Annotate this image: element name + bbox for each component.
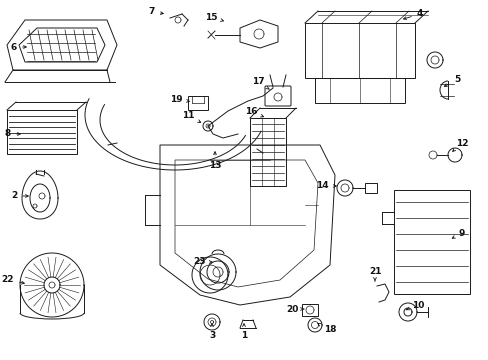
Text: 6: 6 — [11, 42, 26, 51]
Text: 2: 2 — [11, 192, 28, 201]
Text: 7: 7 — [148, 8, 163, 17]
Text: 9: 9 — [451, 229, 464, 238]
Text: 5: 5 — [444, 76, 459, 86]
Text: 10: 10 — [406, 301, 423, 310]
Text: 4: 4 — [403, 9, 422, 19]
Text: 1: 1 — [241, 324, 246, 339]
Text: 8: 8 — [5, 130, 20, 139]
Text: 12: 12 — [452, 139, 468, 151]
Text: 23: 23 — [192, 257, 212, 266]
Text: 16: 16 — [244, 108, 263, 117]
Text: 3: 3 — [208, 324, 215, 339]
Text: 11: 11 — [182, 112, 200, 122]
Text: 18: 18 — [317, 323, 336, 334]
Text: 20: 20 — [285, 305, 303, 314]
Text: 14: 14 — [315, 181, 336, 190]
Text: 19: 19 — [169, 94, 189, 104]
Text: 22: 22 — [2, 275, 24, 284]
Text: 17: 17 — [251, 77, 269, 89]
Text: 21: 21 — [368, 266, 381, 281]
Text: 13: 13 — [208, 152, 221, 170]
Text: 15: 15 — [204, 13, 223, 22]
